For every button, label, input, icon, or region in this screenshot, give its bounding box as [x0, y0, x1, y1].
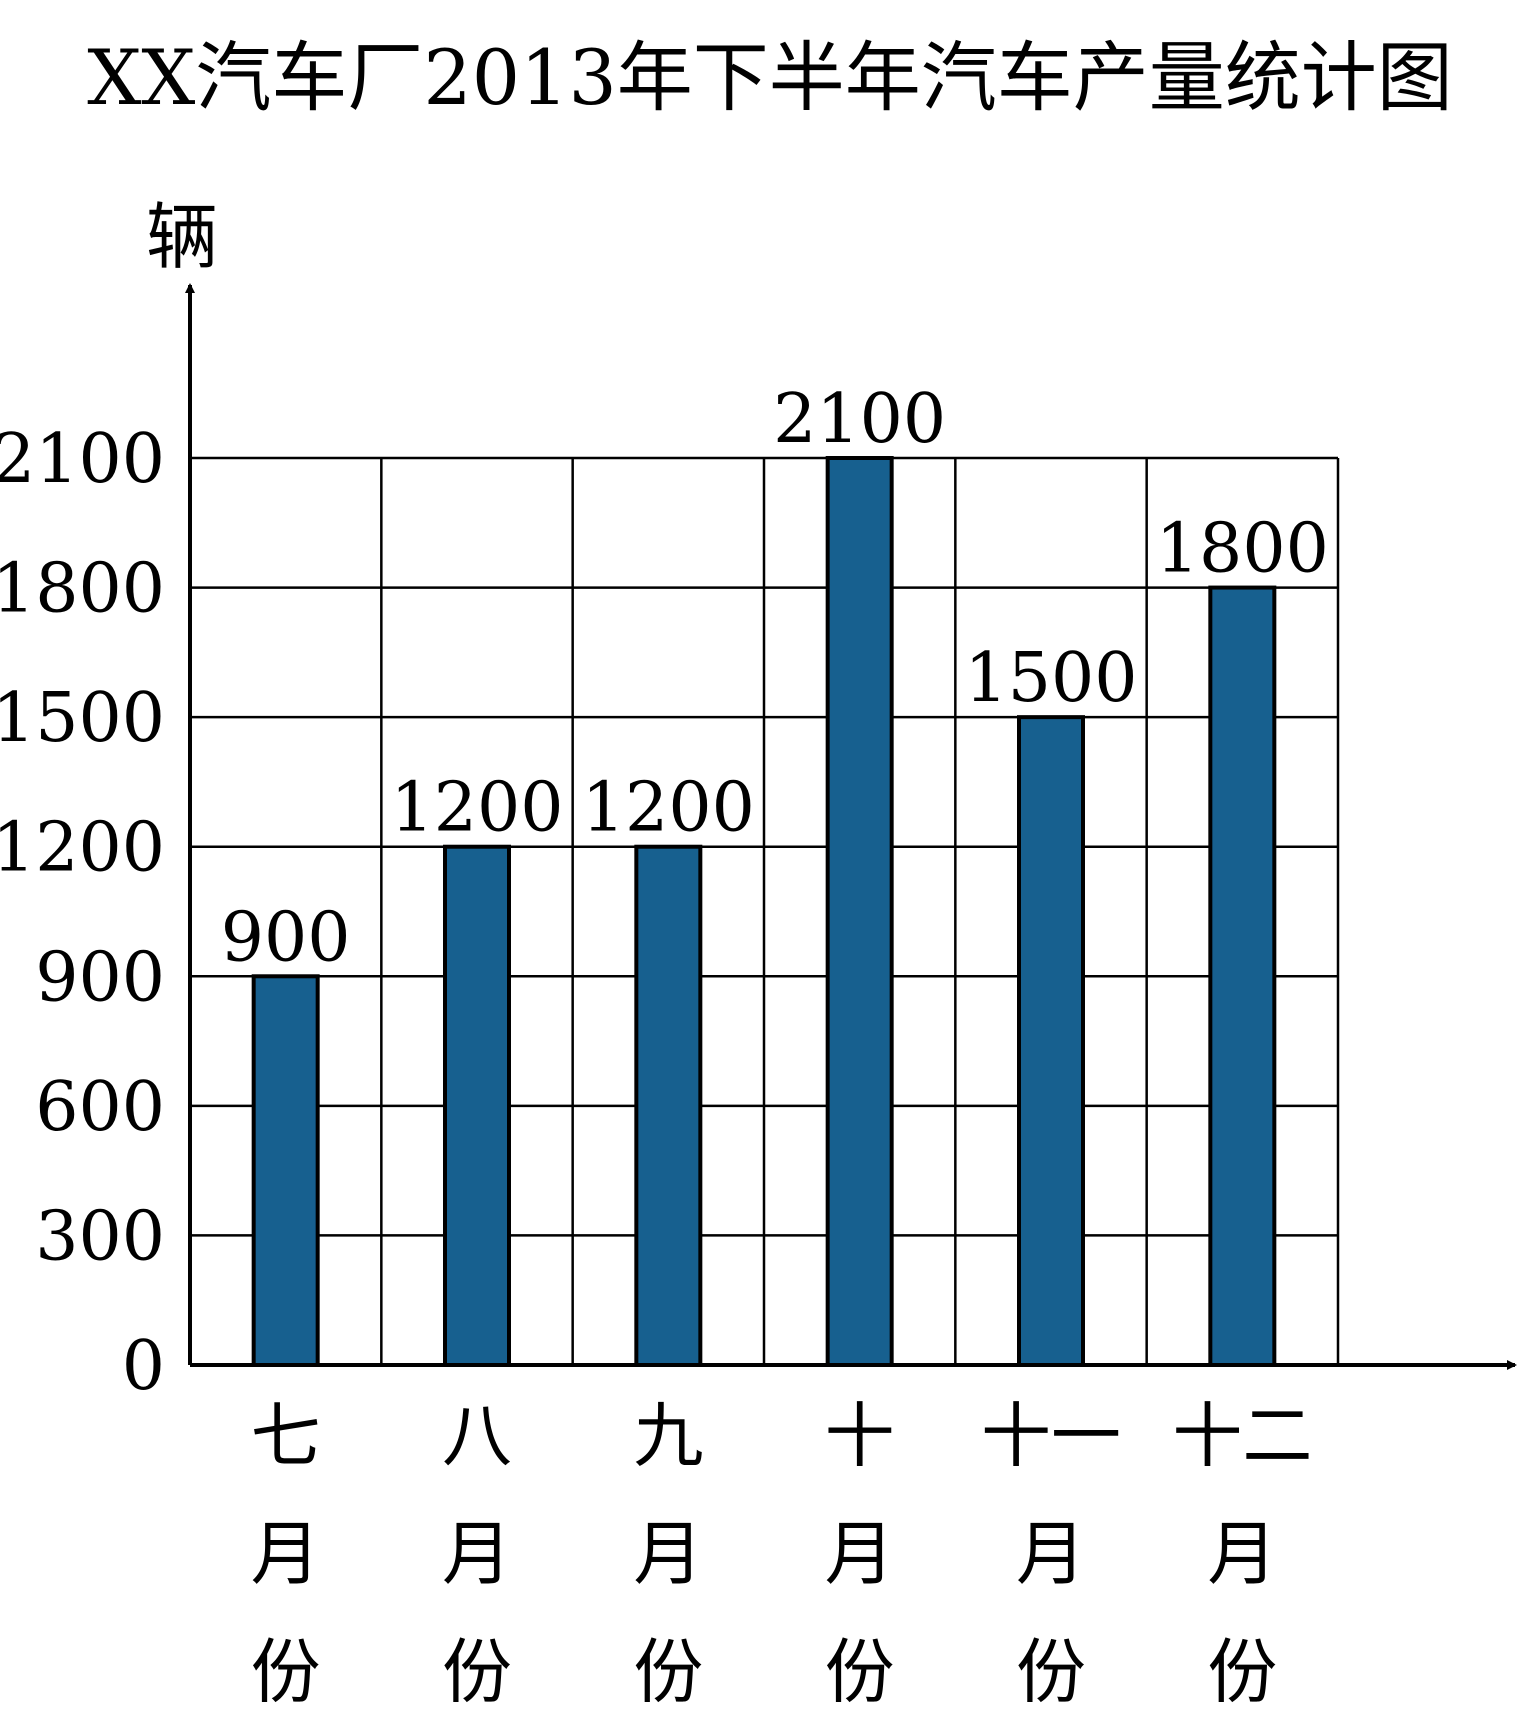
x-category-label-1: 八月份 [442, 1395, 512, 1713]
y-tick-label-7: 2100 [0, 420, 165, 499]
x-category-label-line: 八 [442, 1395, 512, 1477]
x-category-label-line: 份 [251, 1631, 321, 1713]
x-category-label-line: 十一 [981, 1395, 1121, 1477]
y-tick-label-5: 1500 [0, 679, 165, 758]
data-label-4: 1500 [964, 639, 1137, 718]
x-category-label-3: 十月份 [825, 1395, 895, 1713]
x-category-label-line: 份 [1207, 1631, 1277, 1713]
bar-0 [251, 974, 320, 1367]
bar-5 [1208, 585, 1277, 1367]
data-label-0: 900 [221, 898, 351, 977]
bar-1 [443, 844, 511, 1367]
data-label-5: 1800 [1156, 510, 1329, 589]
y-tick-label-4: 1200 [0, 809, 165, 888]
x-category-label-line: 份 [633, 1631, 703, 1713]
y-tick-label-6: 1800 [0, 550, 165, 629]
x-category-label-line: 月 [1207, 1513, 1277, 1595]
x-category-label-line: 月 [633, 1513, 703, 1595]
bar-2 [634, 844, 703, 1367]
x-category-label-line: 份 [825, 1631, 895, 1713]
data-label-3: 2100 [773, 380, 946, 459]
data-label-1: 1200 [390, 769, 563, 848]
x-category-label-line: 十二 [1172, 1395, 1312, 1477]
x-category-label-line: 份 [442, 1631, 512, 1713]
y-tick-label-0: 0 [122, 1327, 165, 1406]
y-axis-label: 辆 [146, 195, 218, 279]
x-category-label-line: 月 [251, 1513, 321, 1595]
y-tick-label-3: 900 [35, 938, 165, 1017]
x-category-label-line: 月 [1016, 1513, 1086, 1595]
x-category-label-line: 十 [825, 1395, 895, 1477]
y-tick-label-1: 300 [35, 1197, 165, 1276]
y-tick-labels: 0 300 600 900 1200 1500 1800 2100 [0, 420, 165, 1406]
x-category-label-0: 七月份 [251, 1395, 321, 1713]
x-category-label-line: 份 [1016, 1631, 1086, 1713]
chart-title: XX汽车厂2013年下半年汽车产量统计图 [87, 33, 1453, 122]
x-category-label-line: 月 [442, 1513, 512, 1595]
bar-4 [1017, 715, 1085, 1367]
x-category-label-line: 月 [825, 1513, 895, 1595]
x-category-label-2: 九月份 [633, 1395, 703, 1713]
grid [190, 456, 1340, 1365]
x-category-label-line: 九 [633, 1395, 703, 1477]
bar-3 [825, 456, 894, 1367]
y-tick-label-2: 600 [35, 1068, 165, 1147]
x-category-label-line: 七 [251, 1395, 321, 1477]
axes [185, 283, 1517, 1370]
data-label-2: 1200 [582, 769, 755, 848]
